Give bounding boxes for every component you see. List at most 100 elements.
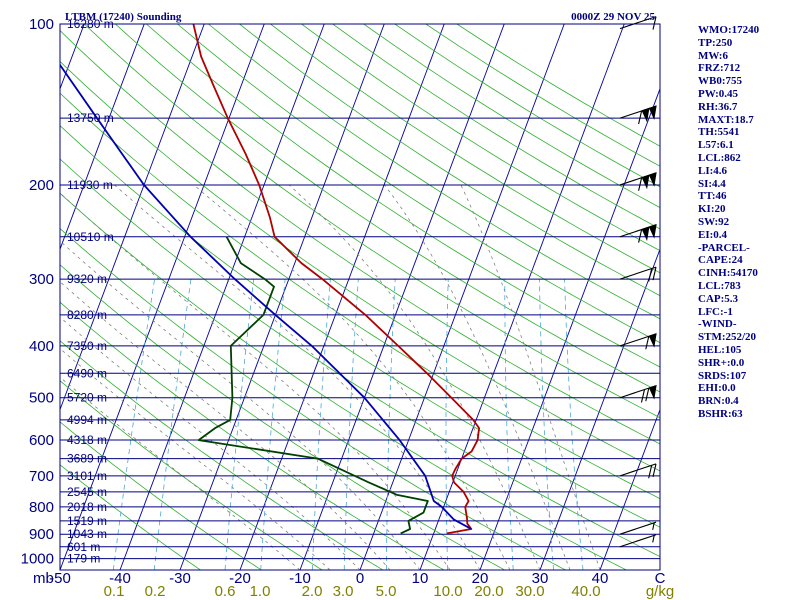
height-label: 6490 m (67, 366, 107, 380)
dry-adiabat-line (60, 301, 445, 570)
mixing-ratio-tick-label: 5.0 (376, 583, 397, 600)
index-item: -WIND- (698, 318, 737, 331)
pressure-tick-label: 700 (29, 468, 54, 485)
isotherm-line (419, 24, 625, 570)
temperature-tick-label: 30 (532, 570, 549, 587)
moist-adiabat-line (60, 240, 421, 570)
mixing-ratio-line (311, 279, 331, 570)
temperature-line (192, 24, 481, 535)
temperature-tick-label: -50 (49, 570, 71, 587)
mixing-ratio-line (260, 279, 286, 570)
index-item: MAXT:18.7 (698, 113, 754, 126)
index-item: SHR+:0.0 (698, 356, 745, 369)
wind-barbs (619, 16, 657, 548)
dry-adiabat-line (83, 24, 660, 419)
dry-adiabat-line (60, 421, 262, 570)
height-label: 2545 m (67, 485, 107, 499)
moist-adiabat-line (60, 316, 361, 570)
height-label: 9320 m (67, 272, 107, 286)
dry-adiabat-line (60, 30, 660, 445)
pressure-tick-label: 300 (29, 271, 54, 288)
pressure-tick-label: 500 (29, 390, 54, 407)
temperature-tick-label: -20 (229, 570, 251, 587)
mixing-ratio-tick-label: 1.0 (250, 583, 271, 600)
mixing-ratio-line (386, 279, 396, 570)
stability-indices-panel: WMO:17240 TP:250 MW:6 FRZ:712 WB0:755 PW:0.45… (698, 24, 798, 421)
mixing-ratio-line (343, 279, 359, 570)
wind-barb (619, 333, 657, 350)
isotherm-line (0, 24, 24, 570)
wind-barb (619, 266, 657, 282)
height-label: 8280 m (67, 308, 107, 322)
index-item: SI:4.4 (698, 177, 726, 190)
mixing-ratio-tick-label: 3.0 (333, 583, 354, 600)
index-item: CAPE:24 (698, 254, 743, 267)
temperature-tick-label: 40 (592, 570, 609, 587)
index-item: LCL:862 (698, 151, 741, 164)
mixing-ratio-tick-label: 40.0 (571, 583, 600, 600)
pressure-tick-label: 200 (29, 177, 54, 194)
height-label: 179 m (67, 552, 100, 566)
wind-barb (619, 105, 657, 125)
pressure-tick-label: 100 (29, 16, 54, 33)
height-label: 13750 m (67, 111, 114, 125)
height-label: 11930 m (67, 178, 113, 192)
dry-adiabat-line (60, 92, 660, 500)
chart-title: LTBM (17240) Sounding (65, 11, 182, 23)
chart-grid (0, 24, 660, 570)
index-item: TT:46 (698, 190, 727, 203)
index-item: LCL:783 (698, 279, 741, 292)
index-item: SW:92 (698, 215, 730, 228)
temperature-tick-label: -40 (109, 570, 131, 587)
plot-frame (59, 23, 661, 571)
pressure-unit-label: mb (33, 570, 54, 587)
height-label: 3101 m (67, 469, 107, 483)
dry-adiabat-line (177, 24, 660, 344)
pressure-tick-label: 600 (29, 432, 54, 449)
height-label: 1043 m (67, 527, 107, 541)
dry-adiabat-line (208, 24, 660, 320)
mixing-ratio-tick-label: 30.0 (515, 583, 544, 600)
chart-datetime: 0000Z 29 NOV 25 (571, 11, 655, 23)
chart-series (60, 24, 481, 535)
mixing-ratio-tick-label: 20.0 (474, 583, 503, 600)
index-item: BSHR:63 (698, 407, 743, 420)
index-item: HEL:105 (698, 343, 742, 356)
index-item: TP:250 (698, 36, 733, 49)
mixing-ratio-tick-label: 0.2 (145, 583, 166, 600)
isotherm-line (599, 408, 660, 570)
moist-adiabat-line (114, 184, 481, 570)
isotherm-line (179, 24, 385, 570)
dry-adiabat-line (60, 125, 660, 528)
mixing-ratio-tick-label: g/kg (646, 583, 674, 600)
parcel-line (60, 63, 472, 530)
wind-barb (619, 384, 657, 403)
dry-adiabat-line (60, 464, 201, 570)
wind-barb (619, 463, 657, 479)
height-label: 1519 m (67, 514, 107, 528)
isotherm-line (359, 24, 565, 570)
dry-adiabat-line (60, 158, 660, 558)
isotherm-line (119, 24, 325, 570)
mixing-ratio-tick-label: 0.1 (104, 583, 125, 600)
index-item: EHI:0.0 (698, 382, 736, 395)
mixing-ratio-tick-label: 0.6 (215, 583, 236, 600)
dry-adiabat-line (60, 228, 566, 570)
index-item: TH:5541 (698, 126, 740, 139)
moist-adiabat-line (60, 192, 451, 570)
index-item: RH:36.7 (698, 100, 738, 113)
dry-adiabat-line (60, 264, 505, 570)
index-item: EI:0.4 (698, 228, 728, 241)
index-item: BRN:0.4 (698, 395, 739, 408)
mixing-ratio-line (112, 279, 155, 570)
height-label: 5720 m (67, 391, 107, 405)
temperature-tick-label: -30 (169, 570, 191, 587)
isotherm-line (60, 24, 265, 570)
dry-adiabat-line (115, 24, 660, 393)
height-label: 4994 m (67, 413, 107, 427)
isotherm-line (60, 24, 205, 411)
wind-barb (619, 521, 657, 535)
height-label: 3689 m (67, 452, 107, 466)
index-item: L57:6.1 (698, 139, 734, 152)
mixing-ratio-line (564, 279, 584, 570)
